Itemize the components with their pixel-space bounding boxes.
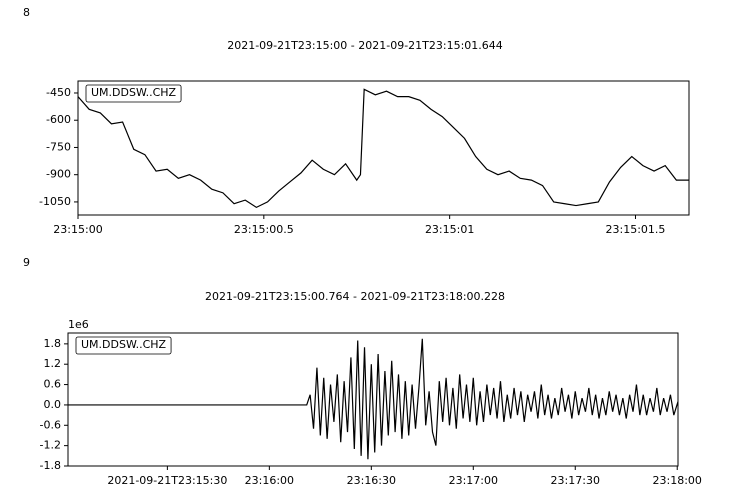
chart-title: 2021-09-21T23:15:00.764 - 2021-09-21T23:…	[205, 290, 505, 303]
panel-label: 8	[23, 6, 30, 19]
panel-label: 9	[23, 256, 30, 269]
x-tick-label: 23:18:00	[653, 474, 702, 487]
x-tick-label: 23:15:00.5	[234, 223, 294, 236]
y-offset-label: 1e6	[68, 318, 89, 331]
x-tick-label: 23:15:01	[425, 223, 474, 236]
x-tick-label: 23:16:30	[347, 474, 396, 487]
y-tick-label: -600	[46, 113, 71, 126]
y-tick-label: 1.8	[44, 337, 62, 350]
x-tick-label: 23:17:30	[551, 474, 600, 487]
chart-title: 2021-09-21T23:15:00 - 2021-09-21T23:15:0…	[227, 39, 503, 52]
x-tick-label: 23:15:00	[53, 223, 102, 236]
y-tick-label: -0.6	[40, 418, 61, 431]
x-tick-label: 23:15:01.5	[606, 223, 666, 236]
axes-frame	[67, 332, 679, 467]
x-tick-label: 2021-09-21T23:15:30	[107, 474, 227, 487]
legend-box	[75, 336, 172, 355]
x-tick-label: 23:16:00	[245, 474, 294, 487]
legend-label: UM.DDSW..CHZ	[81, 338, 167, 351]
trace	[68, 338, 678, 460]
y-tick-label: -450	[46, 86, 71, 99]
legend-box	[85, 84, 182, 103]
y-tick-label: 0.0	[44, 398, 62, 411]
y-tick-label: -1.2	[40, 439, 61, 452]
legend-label: UM.DDSW..CHZ	[91, 86, 177, 99]
y-tick-label: 0.6	[44, 378, 62, 391]
x-tick-label: 23:17:00	[449, 474, 498, 487]
y-tick-label: -900	[46, 168, 71, 181]
axes-frame	[77, 80, 690, 216]
y-tick-label: 1.2	[44, 357, 62, 370]
y-tick-label: -1.8	[40, 459, 61, 472]
y-tick-label: -1050	[39, 195, 71, 208]
trace	[78, 88, 689, 209]
y-tick-label: -750	[46, 140, 71, 153]
